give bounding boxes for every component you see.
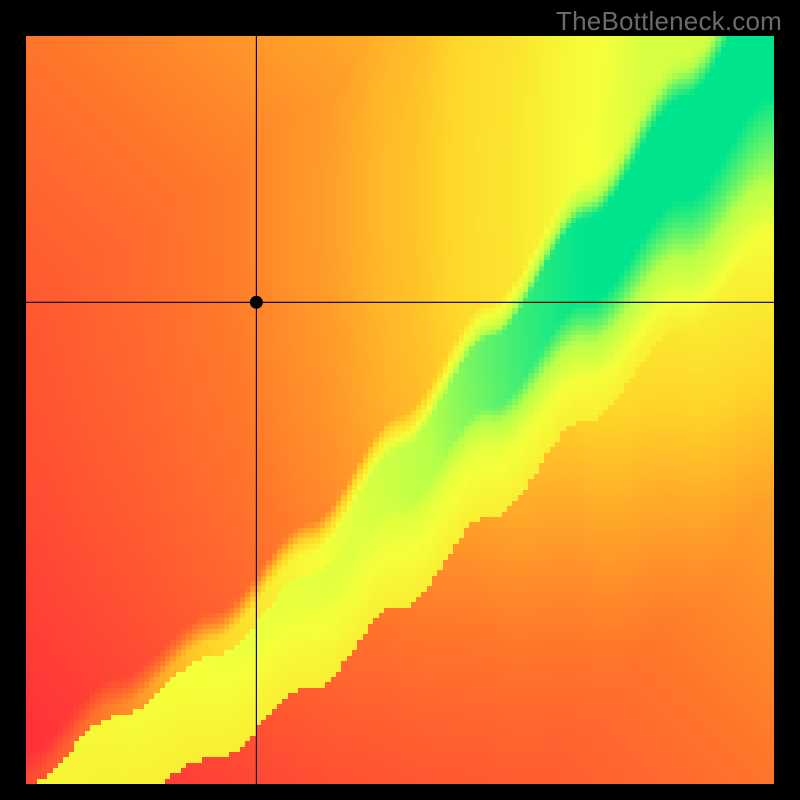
page-root: { "watermark": { "text": "TheBottleneck.… [0, 0, 800, 800]
watermark-text: TheBottleneck.com [556, 6, 782, 37]
heatmap-chart [26, 36, 774, 784]
heatmap-canvas [26, 36, 774, 784]
